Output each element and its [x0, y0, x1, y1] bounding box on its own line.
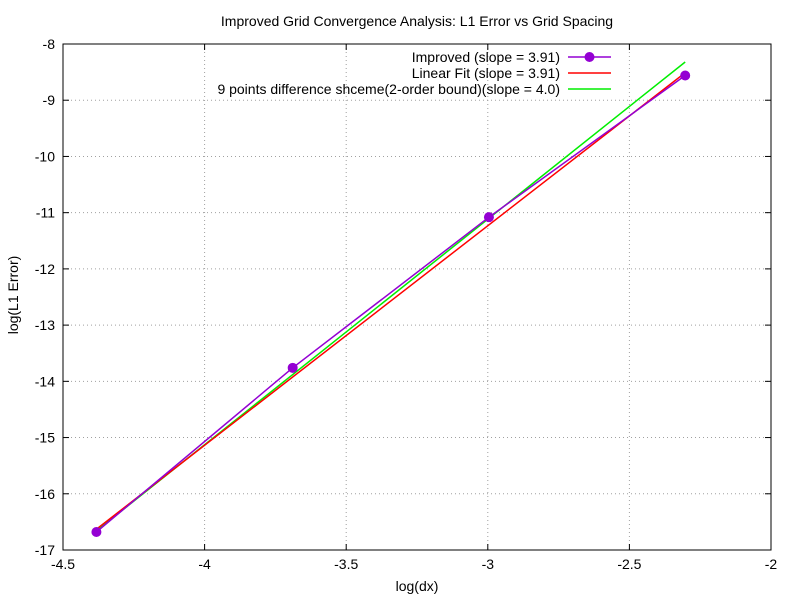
legend-label-2: Linear Fit (slope = 3.91): [412, 65, 560, 81]
series-line-1: [95, 74, 686, 533]
y-tick-label: -10: [35, 148, 55, 164]
y-axis-label: log(L1 Error): [5, 256, 21, 335]
x-tick-label: -2: [765, 556, 778, 572]
y-tick-label: -11: [36, 205, 55, 221]
plot-border: [62, 43, 772, 551]
y-tick-label: -13: [35, 317, 55, 333]
y-tick-label: -8: [43, 36, 56, 52]
x-tick-label: -4: [198, 556, 211, 572]
series-line-2: [95, 72, 686, 530]
legend: Improved (slope = 3.91)Linear Fit (slope…: [217, 49, 611, 97]
y-tick-label: -9: [43, 92, 56, 108]
x-tick-label: -3.5: [334, 556, 358, 572]
chart-title: Improved Grid Convergence Analysis: L1 E…: [221, 13, 613, 29]
data-point: [483, 212, 494, 223]
y-tick-label: -15: [35, 430, 55, 446]
data-point: [680, 70, 691, 81]
data-point: [91, 527, 102, 538]
y-tick-label: -14: [35, 373, 55, 389]
legend-label-3: 9 points difference shceme(2-order bound…: [217, 81, 560, 97]
legend-label-1: Improved (slope = 3.91): [412, 49, 560, 65]
legend-marker-1: [584, 52, 595, 62]
x-axis-label: log(dx): [396, 578, 439, 594]
y-tick-label: -17: [35, 542, 55, 558]
grid-lines: [63, 44, 771, 550]
x-tick-label: -3: [482, 556, 495, 572]
x-tick-label: -4.5: [51, 556, 75, 572]
axis-ticks: -4.5 -4 -3.5 -3 -2.5 -2 -17 -16 -15 -14 -13 -12 -11 -…: [35, 36, 778, 572]
data-point: [287, 362, 298, 373]
y-tick-label: -12: [35, 261, 55, 277]
series-layer: [91, 61, 691, 538]
x-tick-label: -2.5: [617, 556, 641, 572]
y-tick-label: -16: [35, 486, 55, 502]
